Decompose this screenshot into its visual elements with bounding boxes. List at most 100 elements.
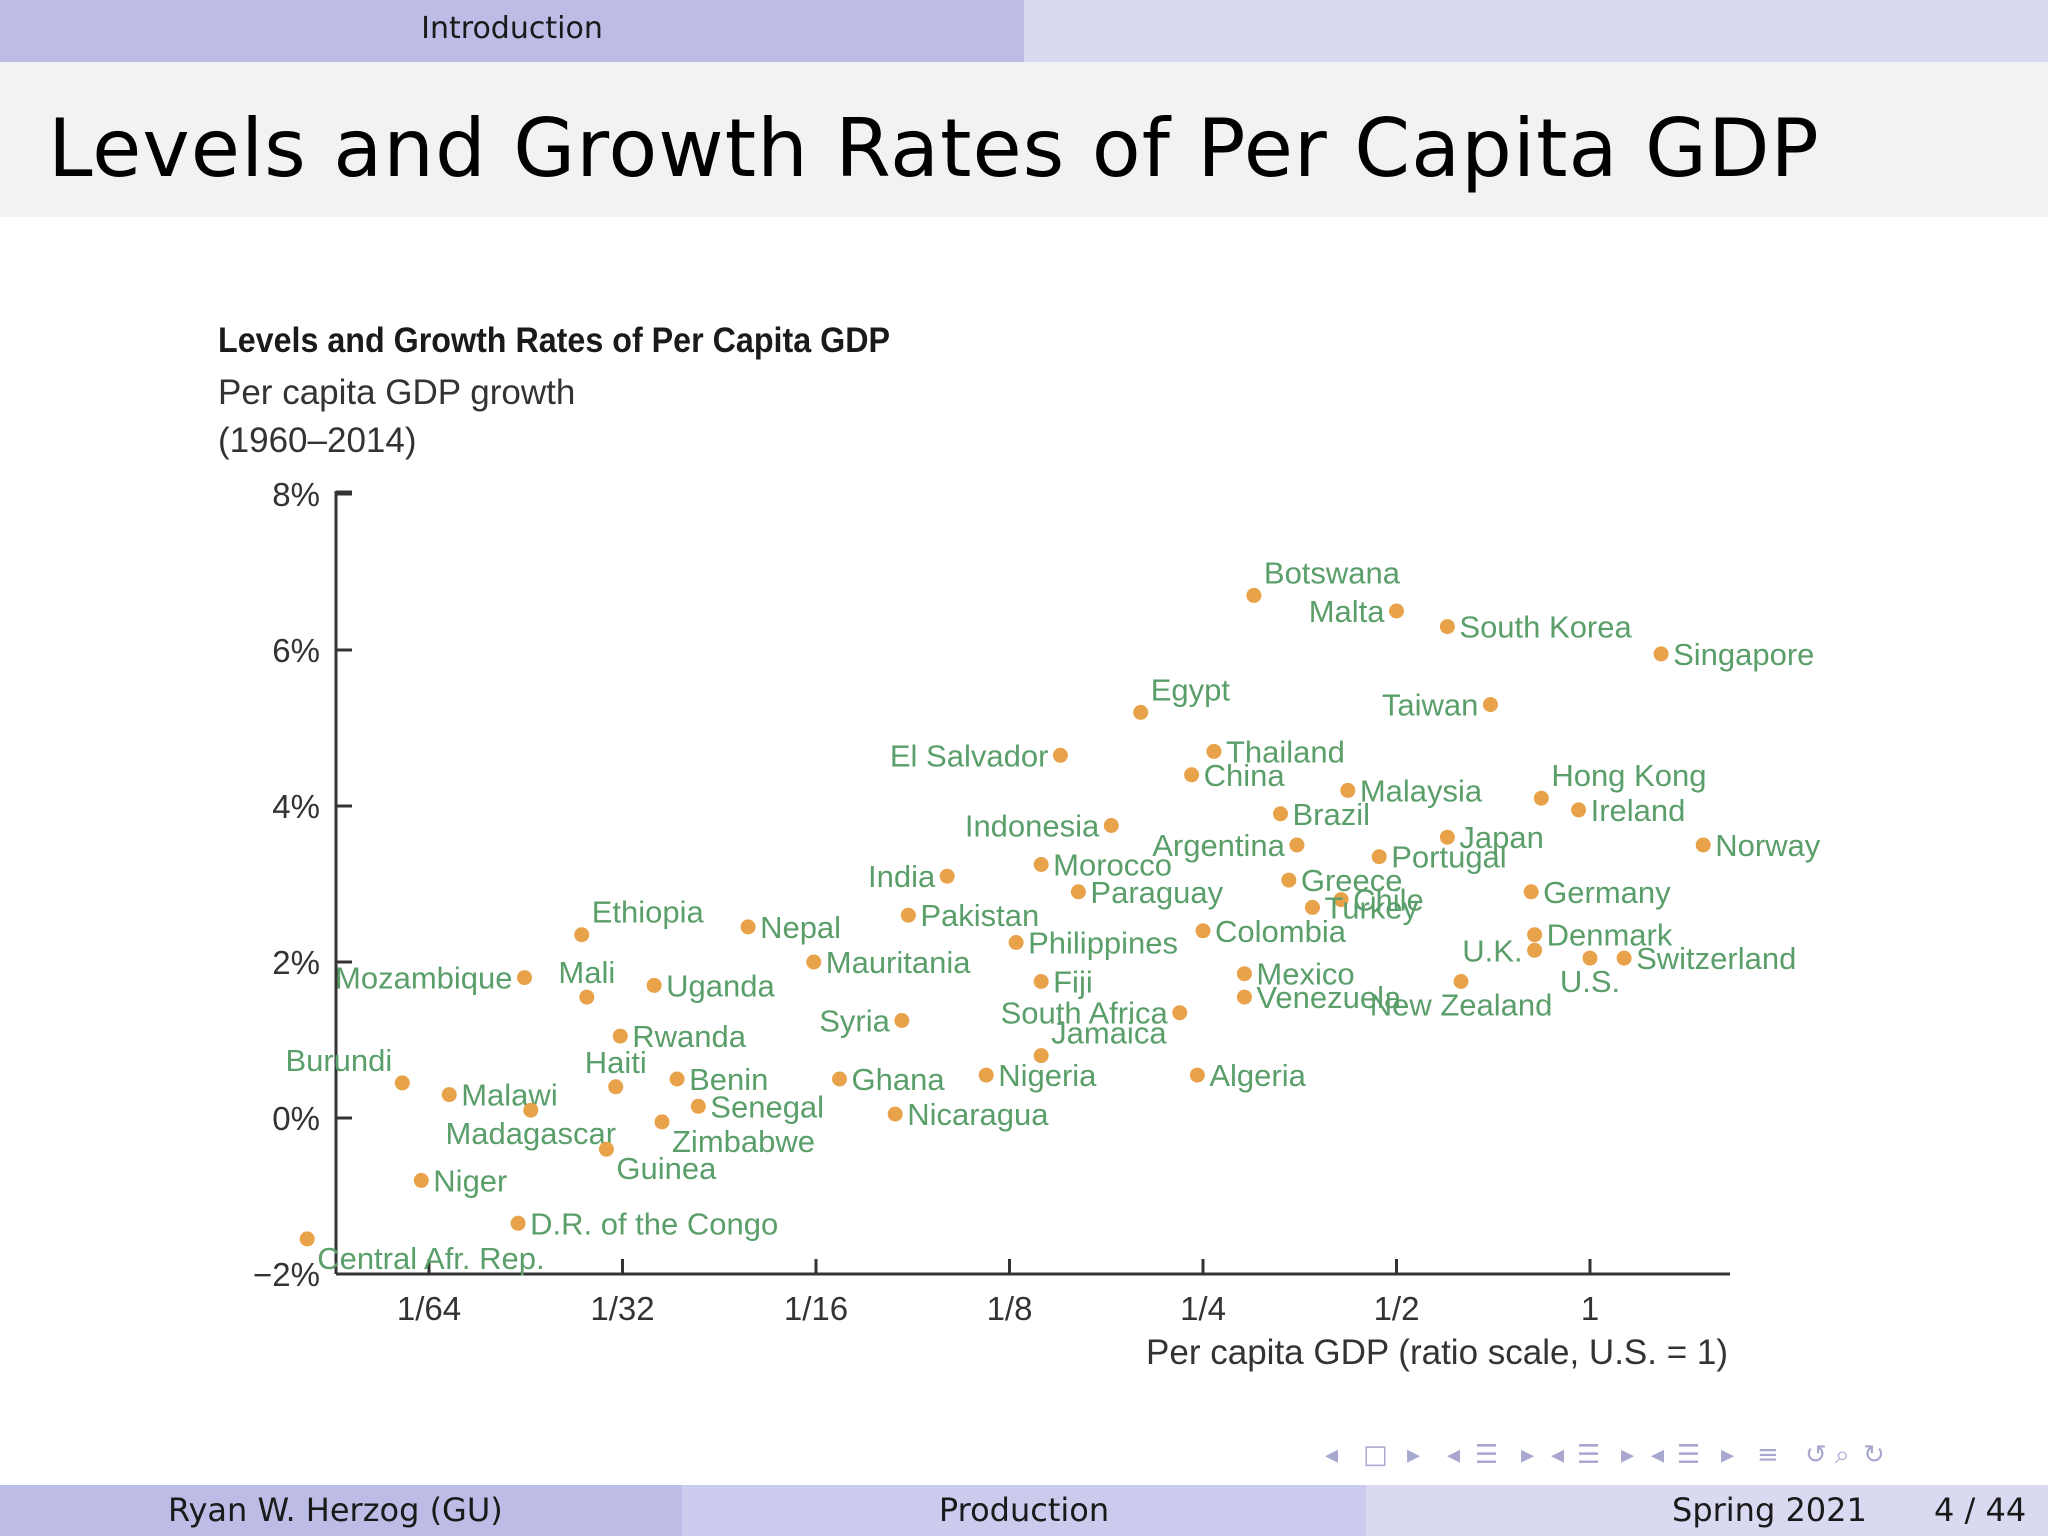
subsection-icon[interactable]: ☰ (1475, 1440, 1499, 1470)
frame-icon[interactable]: □ (1363, 1440, 1388, 1470)
data-point-label: Burundi (285, 1043, 392, 1078)
data-point-marker (1184, 767, 1200, 783)
data-point-label: Pakistan (920, 898, 1039, 933)
data-point-marker (1304, 899, 1320, 915)
data-point-label: Mauritania (826, 945, 971, 980)
data-point-marker (1533, 790, 1549, 806)
nav-prev-icon[interactable]: ◂ (1447, 1440, 1461, 1470)
footer-author-cell (0, 1485, 682, 1536)
data-point-marker (1206, 743, 1222, 759)
data-point-marker (1246, 587, 1262, 603)
data-point-label: Indonesia (965, 809, 1100, 844)
data-point-marker (1527, 927, 1543, 943)
data-point-label: U.K. (1462, 933, 1522, 968)
data-point-marker (1289, 837, 1305, 853)
data-point-marker (894, 1013, 910, 1028)
data-point-label: Portugal (1391, 840, 1506, 875)
data-point-label: Japan (1459, 820, 1543, 855)
y-tick-label: 4% (272, 788, 320, 825)
data-point-marker (690, 1098, 706, 1114)
data-point-marker (574, 927, 590, 943)
nav-next-icon[interactable]: ▸ (1621, 1440, 1635, 1470)
data-point-marker (441, 1087, 457, 1103)
data-point-label: Niger (433, 1163, 507, 1198)
outline-icon[interactable]: ≡ (1757, 1440, 1779, 1470)
data-point-label: Fiji (1053, 965, 1093, 1000)
data-point-label: Rwanda (632, 1019, 746, 1054)
data-point-marker (1008, 935, 1024, 950)
footer-term-cell (1366, 1485, 2048, 1536)
data-point-marker (1033, 1048, 1049, 1064)
x-tick-label: 1 (1581, 1290, 1599, 1327)
data-point-label: Mozambique (335, 961, 512, 996)
nav-next-icon[interactable]: ▸ (1721, 1440, 1735, 1470)
data-point-marker (1195, 923, 1211, 939)
data-point-marker (1236, 989, 1252, 1005)
data-point-marker (1133, 704, 1149, 720)
nav-prev-icon[interactable]: ◂ (1651, 1440, 1665, 1470)
x-tick-label: 1/4 (1180, 1290, 1226, 1327)
data-point-marker (1103, 818, 1119, 833)
data-point-marker (1653, 646, 1669, 662)
search-icon[interactable]: ⌕ (1835, 1440, 1850, 1470)
data-point-marker (579, 989, 595, 1005)
y-tick-label: 6% (272, 632, 320, 669)
data-point-marker (1281, 872, 1297, 888)
data-point-marker (413, 1172, 429, 1188)
x-tick-label: 1/8 (987, 1290, 1033, 1327)
data-point-label: Thailand (1226, 734, 1345, 769)
data-point-marker (1033, 974, 1049, 989)
section-link[interactable]: Introduction (421, 11, 603, 46)
data-point-label: El Salvador (890, 738, 1049, 773)
data-point-label: Turkey (1324, 890, 1418, 925)
data-point-marker (1333, 892, 1349, 908)
undo-icon[interactable]: ↺ (1805, 1440, 1827, 1470)
y-tick-label: 0% (272, 1100, 320, 1137)
data-point-marker (598, 1141, 614, 1157)
data-point-marker (1340, 782, 1356, 798)
data-point-marker (1189, 1067, 1205, 1083)
data-point-marker (646, 977, 662, 993)
section-icon[interactable]: ☰ (1577, 1440, 1601, 1470)
data-point-label: Zimbabwe (672, 1124, 815, 1159)
data-point-marker (523, 1102, 539, 1118)
data-point-marker (1571, 802, 1587, 818)
data-point-marker (1273, 806, 1289, 822)
data-point-marker (1527, 942, 1543, 958)
data-point-marker (1523, 884, 1539, 900)
data-point-marker (1453, 974, 1469, 989)
data-point-marker (1070, 884, 1086, 900)
nav-next-icon[interactable]: ▸ (1407, 1440, 1421, 1470)
slide-title-bar: Levels and Growth Rates of Per Capita GD… (0, 62, 2048, 217)
y-tick-label: 8% (272, 476, 320, 513)
nav-prev-icon[interactable]: ◂ (1325, 1440, 1339, 1470)
data-point-label: Hong Kong (1551, 758, 1706, 793)
data-point-marker (654, 1114, 670, 1130)
data-point-label: Mali (558, 955, 615, 990)
data-point-label: Venezuela (1256, 980, 1402, 1015)
footer-page-number: 4 / 44 (1934, 1491, 2027, 1529)
y-tick-label: −2% (253, 1256, 320, 1293)
y-tick-label: 2% (272, 944, 320, 981)
data-point-marker (1695, 837, 1711, 853)
data-point-label: Ethiopia (592, 895, 705, 930)
data-point-marker (1582, 950, 1598, 966)
y-axis-ticks: 8% 6% 4% 2% 0% −2% (253, 476, 352, 1293)
data-point-label: Benin (689, 1062, 768, 1097)
toc-icon[interactable]: ☰ (1677, 1440, 1701, 1470)
nav-prev-icon[interactable]: ◂ (1551, 1440, 1565, 1470)
data-point-label: Greece (1301, 863, 1403, 898)
data-point-marker (510, 1215, 526, 1231)
data-point-label: Denmark (1547, 918, 1673, 953)
data-point-label: Chile (1353, 883, 1424, 918)
x-tick-label: 1/32 (590, 1290, 654, 1327)
nav-next-icon[interactable]: ▸ (1521, 1440, 1535, 1470)
footer-topic-cell (682, 1485, 1366, 1536)
redo-icon[interactable]: ↻ (1863, 1440, 1885, 1470)
data-point-label: Mexico (1256, 957, 1354, 992)
data-point-label: Germany (1543, 875, 1671, 910)
data-point-label: Colombia (1215, 914, 1347, 949)
data-point-marker (900, 907, 916, 923)
data-point-marker (1236, 966, 1252, 982)
data-point-label: Malta (1309, 594, 1386, 629)
